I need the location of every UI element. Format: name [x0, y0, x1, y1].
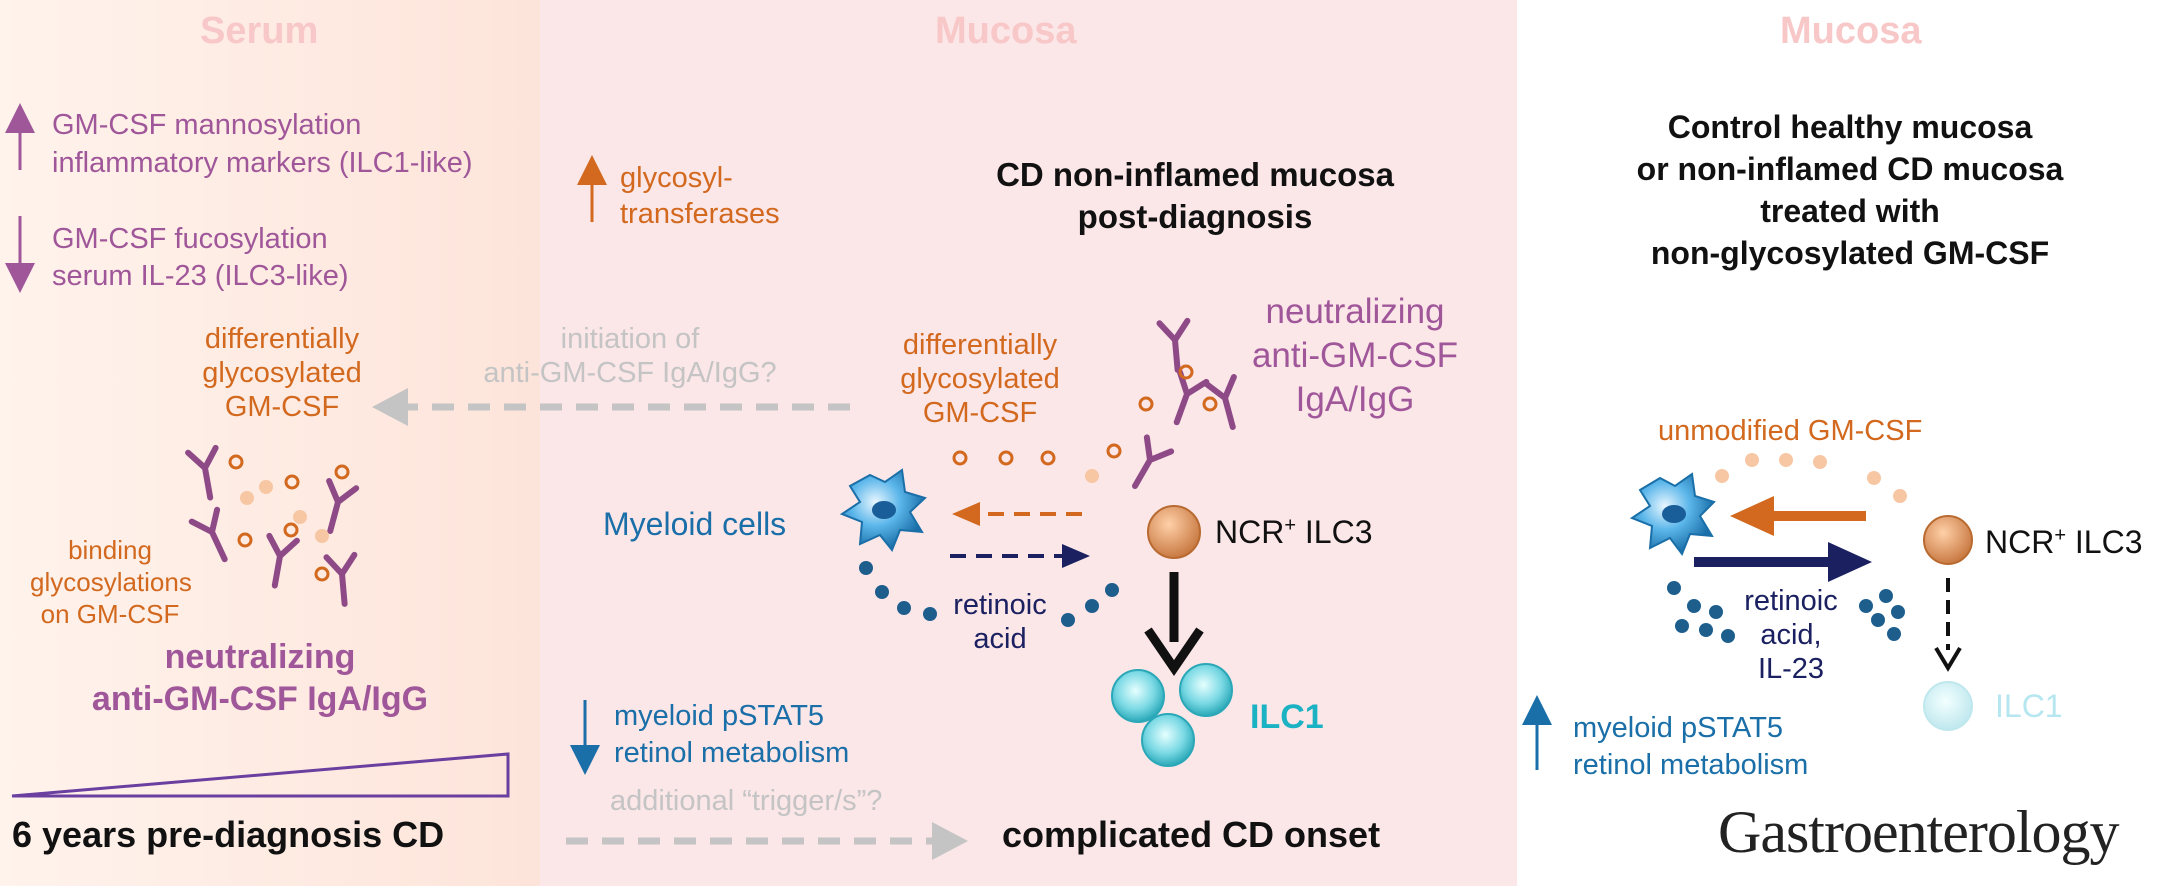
trigger-label: additional “trigger/s”?: [610, 785, 883, 817]
serum-title: Serum: [200, 10, 319, 52]
cd-retinoic-arrow-head: [1062, 544, 1090, 568]
control-gm-csf-dots: [1715, 453, 1907, 503]
control-gm-csf-arrow-head: [1730, 496, 1774, 536]
control-heading-line-3: treated with: [1760, 193, 1940, 229]
serum-timeline-label: 6 years pre-diagnosis CD: [12, 814, 445, 855]
cd-neutralizing-line-1: neutralizing: [1265, 292, 1445, 331]
control-ncr-text: NCR: [1985, 524, 2055, 560]
cd-down-markers: myeloid pSTAT5 retinol metabolism: [614, 698, 849, 772]
control-myeloid-cell: [1629, 472, 1716, 557]
serum-diff-line-2: glycosylated: [202, 357, 362, 389]
serum-neutralizing-line-2: anti-GM-CSF IgA/IgG: [91, 680, 429, 718]
serum-binding: binding glycosylations on GM-CSF: [30, 534, 192, 630]
journal-logo: Gastroenterology: [1718, 799, 2120, 865]
complicated-onset-label: complicated CD onset: [1002, 814, 1381, 855]
serum-up-marker-2: inflammatory markers (ILC1-like): [52, 147, 473, 179]
control-heading-line-2: or non-inflamed CD mucosa: [1636, 151, 2064, 187]
cd-mucosa-heading: CD non-inflamed mucosa post-diagnosis: [915, 154, 1475, 238]
serum-gm-csf-dots: [228, 454, 350, 582]
cd-diff-line-3: GM-CSF: [922, 397, 1038, 429]
cd-ncr-ilc3-label: NCR+ ILC3: [1215, 514, 1373, 551]
serum-binding-line-3: on GM-CSF: [40, 599, 180, 629]
cd-heading-line-2: post-diagnosis: [1077, 198, 1313, 235]
cd-heading-line-1: CD non-inflamed mucosa: [996, 156, 1394, 193]
control-retinoic-line-2: acid,: [1760, 619, 1822, 651]
serum-panel: [0, 0, 540, 886]
control-retinoic-line-3: IL-23: [1757, 653, 1825, 685]
control-up-marker-1: myeloid pSTAT5: [1573, 712, 1784, 744]
cd-myeloid-cell: [839, 468, 927, 552]
serum-down-marker-2: serum IL-23 (ILC3-like): [52, 260, 349, 292]
control-retinoic-arrow-head: [1828, 542, 1872, 582]
cd-neutralizing-line-3: IgA/IgG: [1295, 380, 1415, 419]
cd-ilc3-text: ILC3: [1296, 514, 1373, 550]
control-retinoic-dots: [1667, 581, 1905, 643]
control-up-markers: myeloid pSTAT5 retinol metabolism: [1573, 710, 1808, 784]
unmodified-gm-csf-label: unmodified GM-CSF: [1658, 415, 1923, 447]
serum-down-marker-1: GM-CSF fucosylation: [52, 223, 328, 255]
mucosa-cd-panel: [540, 0, 1517, 886]
serum-binding-line-1: binding: [68, 535, 152, 565]
cd-ilc3-cell: [1147, 505, 1201, 559]
cd-ncr-text: NCR: [1215, 514, 1285, 550]
control-ilc3-text: ILC3: [2066, 524, 2143, 560]
serum-binding-line-2: glycosylations: [30, 567, 192, 597]
control-ilc1-label: ILC1: [1995, 688, 2063, 724]
initiation-line-1: initiation of: [560, 323, 700, 355]
cd-ilc1-label: ILC1: [1250, 698, 1324, 736]
serum-up-marker-1: GM-CSF mannosylation: [52, 109, 362, 141]
control-retinoic-acid: retinoic acid, IL-23: [1726, 584, 1856, 686]
cd-down-marker-2: retinol metabolism: [614, 737, 850, 769]
cd-diff-gm-csf: differentially glycosylated GM-CSF: [880, 328, 1080, 430]
serum-diff-gm-csf: differentially glycosylated GM-CSF: [182, 322, 382, 424]
cd-antibody-cluster: [1132, 317, 1237, 489]
serum-neutralizing: neutralizing anti-GM-CSF IgA/IgG: [60, 636, 460, 720]
serum-antibody-cluster: [185, 444, 360, 607]
cd-neutralizing: neutralizing anti-GM-CSF IgA/IgG: [1230, 290, 1480, 422]
mucosa-cd-title: Mucosa: [935, 10, 1077, 52]
control-ncr-ilc3-label: NCR+ ILC3: [1985, 524, 2143, 561]
cd-diff-line-2: glycosylated: [900, 363, 1060, 395]
glyco-line-2: transferases: [620, 198, 780, 230]
cd-ncr-sup: +: [1284, 514, 1297, 537]
cd-retinoic-line-2: acid: [973, 623, 1027, 655]
initiation-arrow-head: [372, 388, 408, 426]
glyco-line-1: glycosyl-: [620, 162, 733, 194]
trigger-arrow-head: [932, 822, 968, 860]
control-heading: Control healthy mucosa or non-inflamed C…: [1560, 106, 2140, 274]
cd-gm-csf-arrow-head: [952, 502, 980, 526]
cd-diff-line-1: differentially: [902, 329, 1058, 361]
initiation-line-2: anti-GM-CSF IgA/IgG?: [483, 357, 777, 389]
initiation-label: initiation of anti-GM-CSF IgA/IgG?: [440, 322, 820, 390]
control-title: Mucosa: [1780, 10, 1922, 52]
cd-retinoic-acid: retinoic acid: [940, 588, 1060, 656]
control-heading-line-4: non-glycosylated GM-CSF: [1650, 235, 2050, 271]
control-up-marker-2: retinol metabolism: [1573, 749, 1809, 781]
serum-diff-line-1: differentially: [204, 323, 360, 355]
glycosyltransferases-label: glycosyl- transferases: [620, 160, 780, 232]
cd-retinoic-line-1: retinoic: [953, 589, 1047, 621]
control-ncr-sup: +: [2054, 524, 2067, 547]
control-ilc1-cell: [1923, 681, 1973, 731]
cd-neutralizing-line-2: anti-GM-CSF: [1251, 336, 1459, 375]
cd-differentiation-arrow-head: [1144, 627, 1204, 676]
cd-ilc1-cluster: [1111, 663, 1233, 767]
control-ilc3-cell: [1923, 515, 1973, 565]
control-heading-line-1: Control healthy mucosa: [1667, 109, 2033, 145]
control-retinoic-line-1: retinoic: [1744, 585, 1838, 617]
myeloid-cells-label: Myeloid cells: [603, 506, 787, 542]
control-differentiation-arrow-head: [1934, 646, 1962, 672]
timeline-wedge: [11, 752, 510, 798]
cd-gm-csf-dots: [952, 364, 1218, 483]
cd-down-marker-1: myeloid pSTAT5: [614, 700, 825, 732]
control-panel: [1517, 0, 2179, 886]
serum-neutralizing-line-1: neutralizing: [164, 638, 356, 676]
cd-retinoic-dots: [859, 561, 1119, 627]
serum-diff-line-3: GM-CSF: [224, 391, 340, 423]
